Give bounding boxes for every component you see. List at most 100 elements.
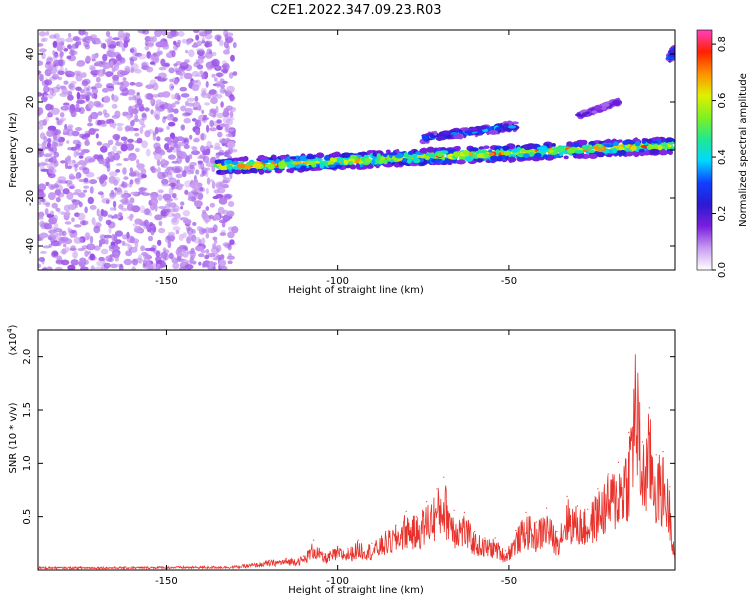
noise-cell [108,227,112,234]
snr-y-axis-label: SNR (10 * v/v) [8,402,19,473]
noise-cell [101,210,108,217]
noise-cell [172,226,181,231]
noise-cell [183,72,193,80]
noise-cell [38,147,43,155]
noise-cell [108,176,116,184]
noise-cell [189,134,193,140]
noise-cell [120,80,130,88]
snr-point [131,566,133,568]
signal-cell [305,155,316,160]
noise-cell [38,107,44,115]
noise-cell [50,210,54,215]
noise-cell [217,131,223,138]
noise-cell [78,30,86,36]
noise-cell [40,192,46,198]
noise-cell [79,236,86,243]
noise-cell [201,36,205,43]
noise-cell [79,133,86,139]
noise-cell [129,236,135,244]
noise-cell [135,147,140,153]
noise-cell [123,32,130,38]
noise-cell [53,53,59,59]
noise-cell [212,236,218,241]
signal-cell [286,164,296,168]
signal-cell [426,146,435,153]
noise-cell [223,151,229,158]
noise-cell [204,254,210,260]
noise-cell [166,234,176,242]
noise-cell [150,109,154,115]
snr-panel: -150 -100 -50 0.5 1.0 1.5 2.0 Height of strai… [6,324,676,596]
noise-cell [177,31,185,37]
noise-cell [70,146,77,151]
noise-cell [112,121,116,129]
snr-point [576,505,579,507]
noise-cell [139,126,144,134]
noise-cell [208,253,216,258]
signal-cell [566,141,574,147]
noise-cell [160,41,169,47]
noise-cell [98,119,106,125]
noise-cell [219,232,227,237]
noise-cell [39,73,44,82]
signal-cell [375,164,380,169]
noise-cell [220,83,225,89]
noise-cell [186,250,196,255]
noise-cell [46,31,50,36]
noise-cell [194,95,199,102]
signal-cell [670,49,675,54]
noise-cell [83,40,90,48]
signal-cell [446,134,452,139]
noise-cell [109,207,115,211]
signal-cell [638,151,646,157]
snr-point [474,531,476,533]
noise-cell [109,122,114,128]
noise-cell [65,156,72,165]
noise-cell [227,231,235,239]
spectrogram-y-tick-label: -20 [25,190,36,206]
noise-cell [195,48,205,52]
noise-cell [171,193,177,199]
signal-cell [638,148,645,153]
noise-cell [62,243,67,248]
noise-cell [155,260,163,264]
noise-cell [196,64,204,70]
noise-cell [102,53,108,62]
noise-cell [107,139,114,146]
noise-cell [200,132,205,141]
signal-cell [517,152,525,158]
noise-cell [61,230,67,237]
noise-cell [180,206,184,210]
signal-cell [574,150,584,154]
noise-cell [152,82,159,91]
noise-cell [150,165,156,174]
noise-cell [226,37,233,44]
noise-cell [209,127,217,132]
snr-point [268,559,270,562]
noise-cell [171,213,175,217]
noise-cell [226,32,234,37]
noise-cell [90,34,97,39]
noise-cell [183,117,191,124]
colorbar-gradient [697,30,712,270]
noise-cell [181,39,188,44]
signal-cell [480,149,487,154]
noise-cell [218,197,228,205]
noise-cell [227,243,232,251]
noise-cell [129,57,134,66]
noise-cell [148,212,153,217]
signal-cell [349,164,357,170]
snr-point [607,473,609,475]
noise-cell [167,241,172,249]
noise-cell [75,99,85,105]
noise-cell [114,239,122,245]
noise-cell [220,68,229,73]
snr-point [357,539,359,541]
snr-point [80,566,82,568]
noise-cell [197,160,204,164]
noise-cell [212,257,220,261]
noise-cell [94,266,104,270]
noise-cell [212,243,217,250]
noise-cell [172,217,177,224]
signal-cell [567,148,577,154]
